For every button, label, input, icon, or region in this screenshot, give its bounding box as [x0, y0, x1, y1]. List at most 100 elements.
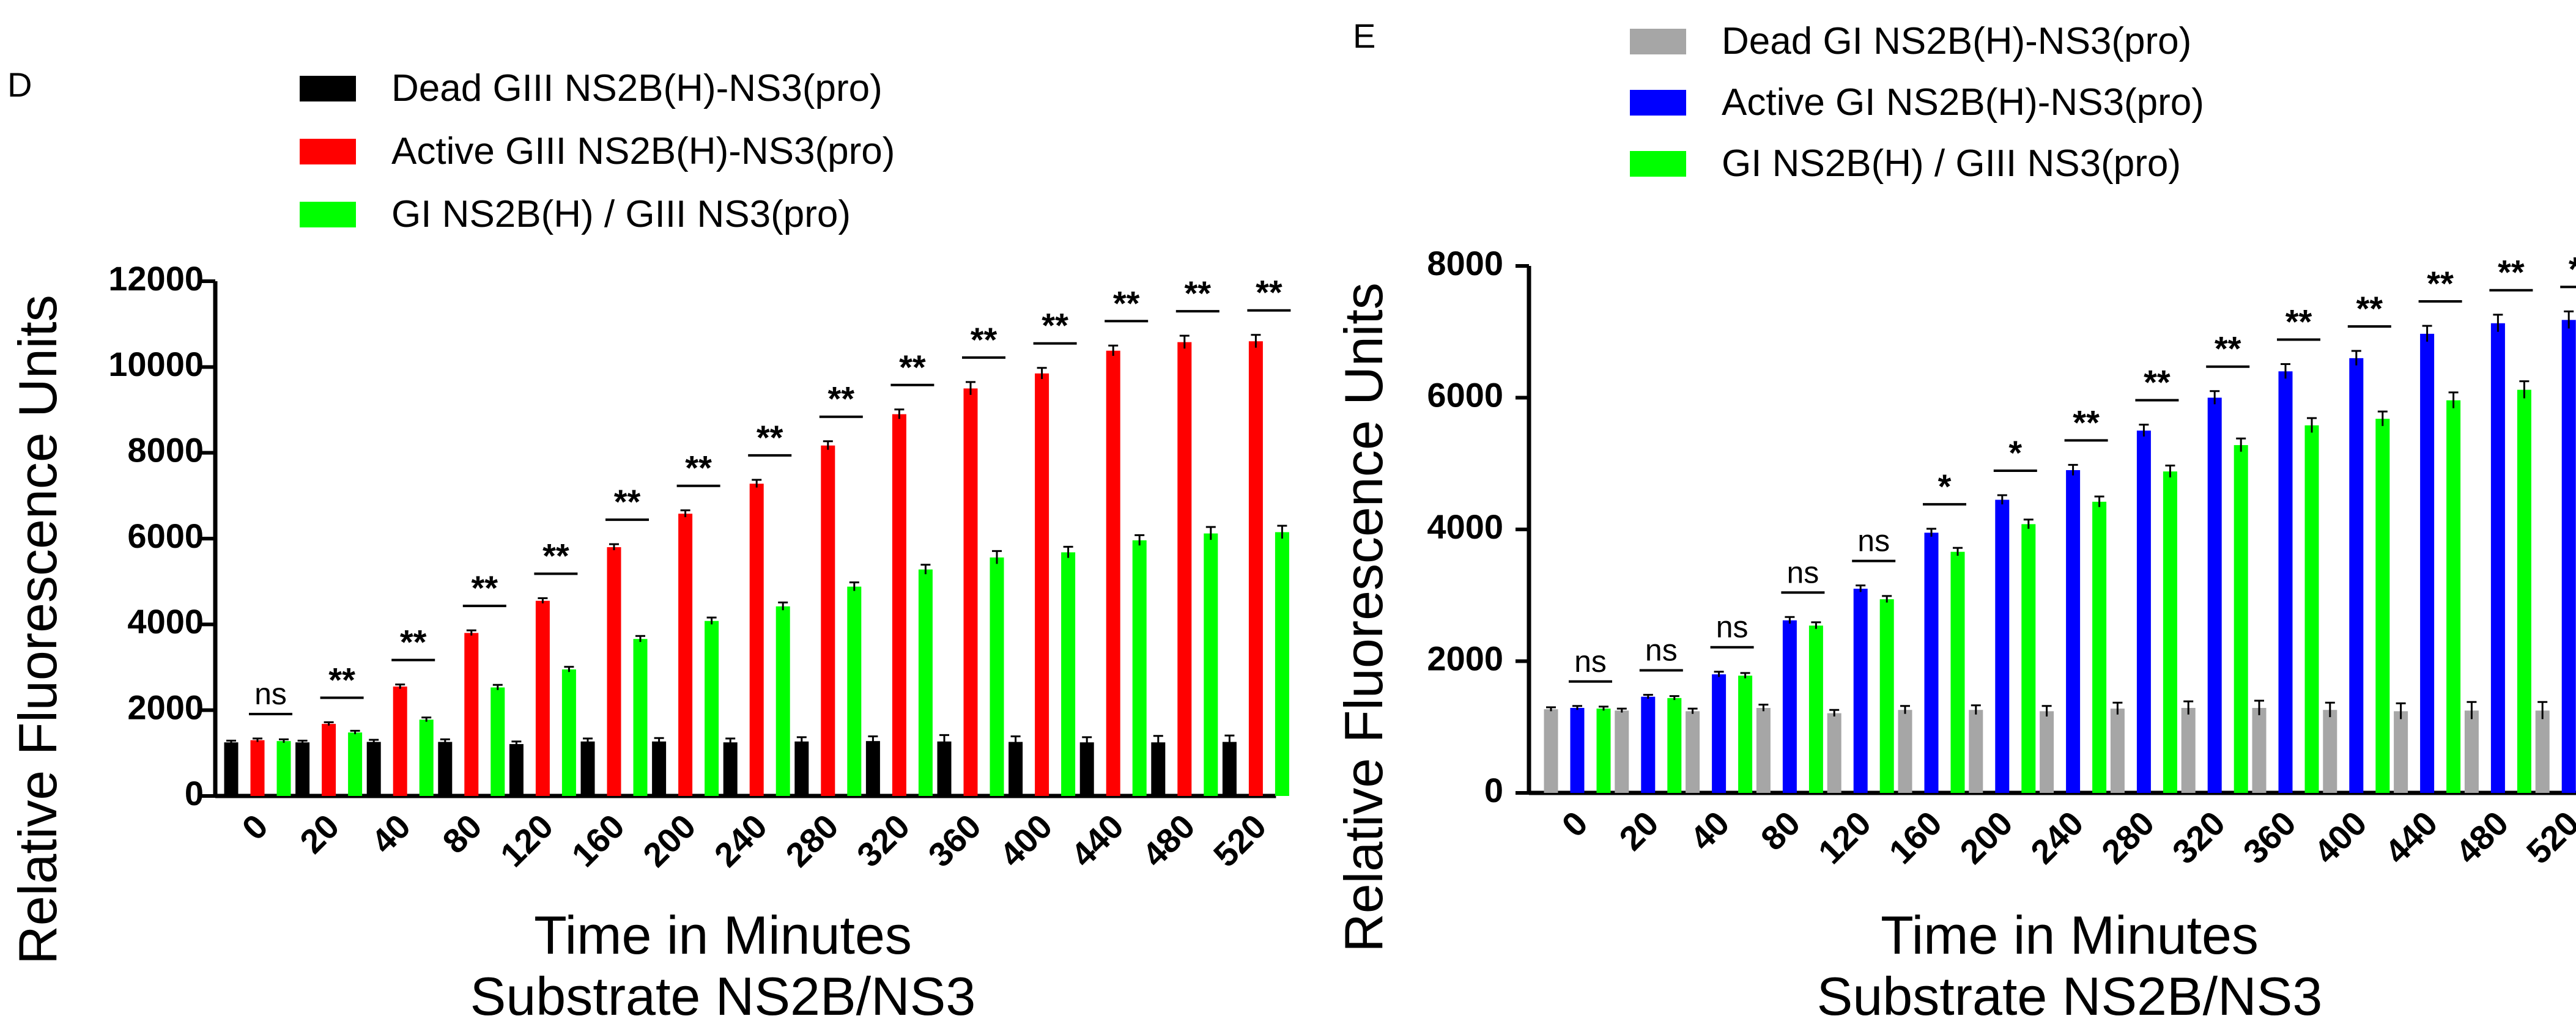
panel-e-x-tick-label-8: 280: [2094, 803, 2162, 871]
panel-d-bar-2-10: [990, 557, 1004, 796]
panel-d-x-axis-title: Time in Minutes: [534, 905, 912, 965]
panel-e-bar-2-12: [2446, 400, 2461, 793]
panel-d-bar-0-4: [509, 744, 524, 796]
panel-e-sig-label-12: **: [2427, 264, 2454, 303]
panel-d-sig-label-10: **: [971, 320, 997, 359]
panel-d-x-tick-label-5: 160: [564, 806, 632, 874]
panel-d-bar-2-2: [419, 720, 434, 796]
panel-d-bar-1-8: [821, 445, 835, 796]
panel-e-bar-0-11: [2323, 710, 2337, 793]
panel-d-sig-label-2: **: [400, 623, 427, 661]
panel-e-bar-1-13: [2490, 323, 2505, 793]
panel-d-bar-1-10: [963, 388, 978, 796]
panel-e-x-tick-label-11: 400: [2306, 803, 2374, 871]
panel-e-sig-label-10: **: [2285, 303, 2312, 341]
panel-d-y-tick-label-0: 0: [185, 774, 204, 812]
panel-d-bar-2-14: [1275, 532, 1289, 796]
panel-d-x-tick-label-14: 520: [1206, 806, 1274, 874]
panel-d-bar-1-1: [322, 724, 336, 796]
panel-d-y-tick-label-3: 6000: [127, 517, 204, 555]
panel-d-bar-1-3: [464, 633, 479, 796]
panel-e-sig-label-14: **: [2569, 249, 2576, 288]
panel-d-bar-0-13: [1151, 742, 1166, 796]
panel-e-x-axis-subtitle: Substrate NS2B/NS3: [1817, 966, 2323, 1026]
panel-e-bar-0-3: [1756, 708, 1771, 793]
panel-d-bar-0-5: [580, 741, 595, 796]
panel-e-bar-2-10: [2304, 425, 2319, 793]
panel-e-y-tick-label-1: 2000: [1427, 639, 1503, 677]
panel-e-bar-0-7: [2040, 711, 2054, 793]
panel-d-letter: D: [7, 65, 32, 104]
panel-e-x-tick-label-13: 480: [2448, 803, 2516, 871]
panel-e-bar-1-7: [2066, 470, 2081, 793]
panel-d-bar-1-12: [1106, 350, 1120, 796]
panel-e-sig-label-7: **: [2073, 403, 2100, 441]
panel-e-bar-0-10: [2252, 708, 2267, 793]
panel-d-bar-2-5: [633, 639, 648, 796]
panel-d-bar-1-4: [535, 600, 550, 796]
panel-e-bar-0-12: [2394, 711, 2408, 793]
panel-e-y-tick-label-4: 8000: [1427, 244, 1503, 282]
panel-d-x-tick-label-1: 20: [292, 806, 347, 861]
panel-d-bar-1-11: [1035, 373, 1049, 796]
panel-e-sig-label-0: ns: [1574, 644, 1607, 679]
panel-e-y-tick-label-3: 6000: [1427, 375, 1503, 414]
panel-e-legend-swatch-2: [1630, 151, 1686, 177]
panel-e-sig-label-13: **: [2498, 253, 2525, 292]
panel-d-sig-label-7: **: [757, 418, 783, 457]
panel-e-bar-0-6: [1969, 710, 1983, 793]
panel-d-legend-label-1: Active GIII NS2B(H)-NS3(pro): [391, 130, 895, 172]
panel-e-sig-label-11: **: [2356, 289, 2383, 328]
panel-d-bar-0-3: [438, 742, 453, 796]
panel-d-bar-0-1: [295, 742, 310, 796]
panel-e-letter: E: [1353, 17, 1375, 55]
panel-e-x-tick-label-6: 200: [1952, 803, 2020, 871]
panel-d-sig-label-12: **: [1113, 284, 1140, 322]
panel-d-sig-label-0: ns: [254, 677, 287, 711]
panel-d-sig-label-3: **: [472, 569, 498, 607]
panel-e-bar-1-10: [2278, 371, 2293, 793]
panel-e-x-tick-label-10: 360: [2235, 803, 2303, 871]
panel-d-y-tick-label-5: 10000: [108, 345, 204, 383]
panel-d-bar-1-0: [250, 740, 265, 796]
panel-e-bar-1-8: [2136, 430, 2151, 793]
panel-e-bar-1-0: [1570, 708, 1585, 793]
panel-d-bar-0-9: [865, 741, 880, 796]
panel-d-x-tick-label-12: 440: [1064, 806, 1131, 874]
panel-e-bar-0-4: [1827, 713, 1841, 793]
panel-d-bar-1-7: [749, 484, 764, 796]
panel-e-x-tick-label-5: 160: [1881, 803, 1949, 871]
panel-e-y-tick-label-0: 0: [1484, 771, 1503, 809]
panel-e-bar-2-6: [2021, 524, 2036, 793]
panel-e-bar-0-5: [1898, 710, 1912, 793]
panel-d-bar-2-13: [1204, 533, 1218, 796]
panel-d-bar-1-2: [393, 687, 407, 796]
panel-e-bar-1-6: [1995, 499, 2010, 793]
panel-d-sig-label-9: **: [899, 348, 926, 386]
panel-e-sig-label-8: **: [2144, 363, 2171, 402]
panel-e-x-axis-title: Time in Minutes: [1881, 905, 2259, 965]
panel-d-x-tick-label-11: 400: [992, 806, 1060, 874]
panel-e-bar-2-0: [1596, 709, 1611, 793]
panel-e-x-tick-label-3: 80: [1753, 803, 1808, 858]
panel-d-bar-2-1: [348, 732, 363, 796]
panel-e-chart: Dead GI NS2B(H)-NS3(pro) Active GI NS2B(H…: [1427, 20, 2576, 871]
panel-d-x-tick-label-7: 240: [707, 806, 775, 874]
panel-e-y-axis-title: Relative Fluorescence Units: [1333, 282, 1394, 952]
panel-e-bar-0-2: [1686, 711, 1700, 793]
panel-d-legend-swatch-1: [300, 139, 356, 164]
panel-d-y-tick-label-6: 12000: [108, 259, 204, 298]
panel-e-legend-label-1: Active GI NS2B(H)-NS3(pro): [1722, 81, 2204, 123]
panel-d-sig-label-11: **: [1042, 306, 1068, 345]
panel-e-sig-label-5: *: [1938, 467, 1952, 506]
panel-d-bar-0-11: [1009, 742, 1023, 796]
panel-d-sig-label-6: **: [685, 449, 712, 487]
panel-d-bar-1-9: [892, 414, 906, 796]
panel-d-x-tick-label-9: 320: [849, 806, 917, 874]
panel-d-bar-1-14: [1248, 341, 1263, 796]
panel-e-bar-2-7: [2092, 501, 2107, 793]
panel-e-bar-1-9: [2207, 397, 2222, 793]
panel-e-bar-1-11: [2349, 358, 2364, 793]
panel-d-bar-0-14: [1222, 742, 1237, 796]
panel-d-legend-label-0: Dead GIII NS2B(H)-NS3(pro): [391, 67, 883, 109]
